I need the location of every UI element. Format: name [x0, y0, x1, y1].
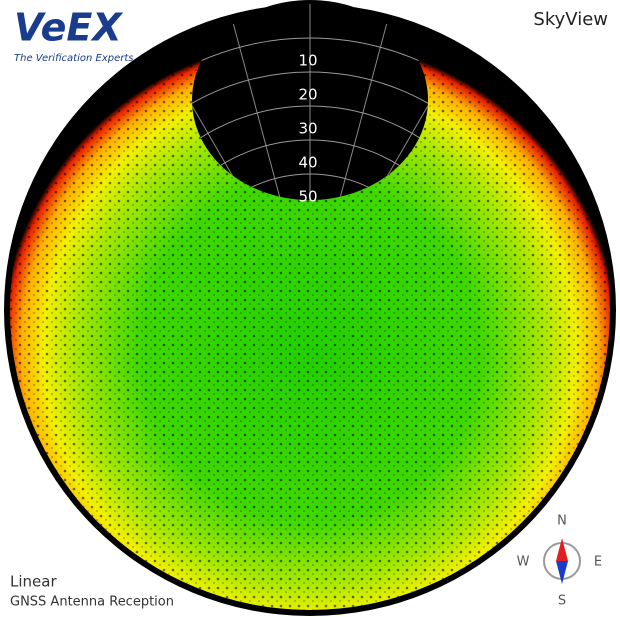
title: SkyView [533, 9, 608, 30]
elevation-label: 50 [298, 188, 317, 206]
elevation-ring [192, 37, 428, 200]
elevation-label: 30 [298, 120, 317, 138]
needle-south [556, 561, 568, 584]
elevation-label: 20 [298, 86, 317, 104]
azimuth-spoke [309, 14, 390, 200]
elevation-label: 40 [298, 154, 317, 172]
elevation-labels: 10 20 30 40 50 [298, 52, 317, 206]
mode: Linear [10, 573, 57, 591]
compass-s: S [558, 594, 566, 609]
caption: GNSS Antenna Reception [10, 595, 174, 610]
logo-tagline: The Verification Experts [14, 53, 133, 64]
compass-n: N [557, 514, 567, 529]
signal-texture [10, 10, 610, 610]
elevation-ring [192, 105, 428, 200]
logo: VeEX [14, 6, 123, 50]
elevation-label: 10 [298, 52, 317, 70]
elevation-ring [192, 71, 428, 200]
elevation-ring [192, 139, 428, 200]
elevation-ring [192, 173, 428, 200]
compass: N E S W [517, 514, 603, 609]
azimuth-spoke [230, 14, 311, 200]
compass-e: E [594, 555, 602, 570]
compass-w: W [517, 555, 530, 570]
needle-north [556, 538, 568, 561]
